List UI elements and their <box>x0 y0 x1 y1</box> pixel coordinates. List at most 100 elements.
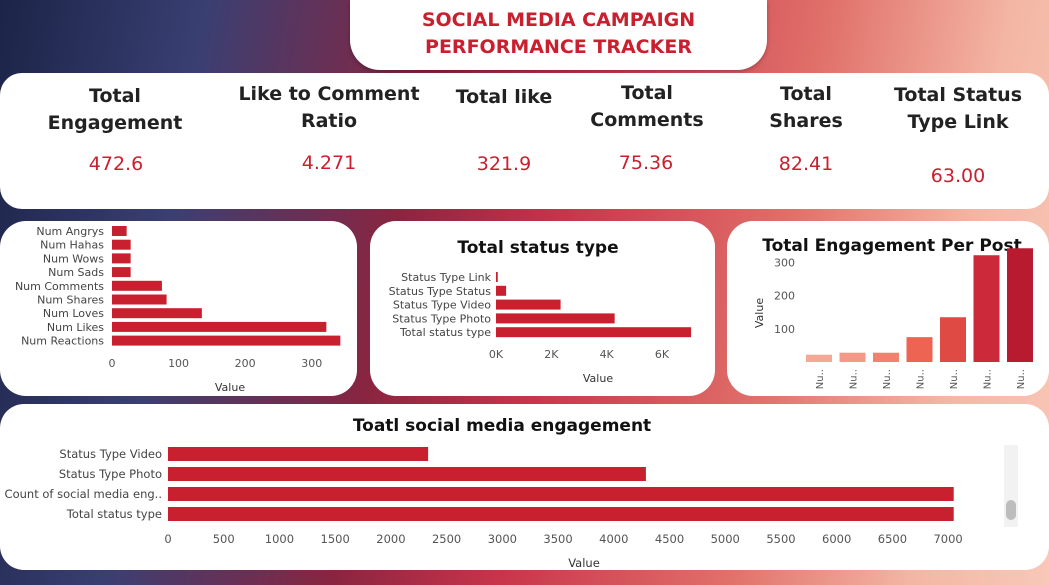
bar <box>112 280 162 291</box>
social-engagement-bar-chart: Toatl social media engagement Status Typ… <box>5 416 963 570</box>
bar <box>168 447 429 461</box>
x-tick-label: 1500 <box>321 532 350 546</box>
kpi-value: 472.6 <box>88 153 144 175</box>
bar <box>496 313 615 324</box>
dashboard-title-box: SOCIAL MEDIA CAMPAIGN PERFORMANCE TRACKE… <box>350 0 767 70</box>
bar <box>168 467 646 481</box>
chart-title: Toatl social media engagement <box>353 416 651 436</box>
kpi-value: 321.9 <box>476 153 532 175</box>
kpi-total-shares: Total Shares <box>740 81 872 135</box>
x-tick-label: 4000 <box>599 532 628 546</box>
bar <box>496 285 507 296</box>
x-tick-label: Nu.. <box>1016 369 1027 389</box>
x-tick-label: Nu.. <box>983 369 994 389</box>
column-bar <box>1007 248 1033 362</box>
chart-scroll-thumb[interactable] <box>1006 500 1016 520</box>
x-tick-label: 2000 <box>376 532 405 546</box>
category-label: Count of social media eng.. <box>5 487 162 501</box>
x-tick-label: 0K <box>489 348 504 361</box>
x-tick-label: Nu.. <box>849 369 860 389</box>
x-axis-label: Value <box>215 381 245 394</box>
x-tick-label: 6000 <box>822 532 851 546</box>
kpi-value: 4.271 <box>301 152 357 174</box>
kpi-total-status-type-link: Total Status Type Link <box>884 82 1032 136</box>
engagement-per-post-chart-card: Total Engagement Per Post 100 200 300 Value… <box>727 221 1049 396</box>
category-label: Num Shares <box>37 294 104 307</box>
column-bar <box>973 255 1000 362</box>
bar <box>496 299 561 310</box>
category-label: Num Likes <box>47 321 104 334</box>
bar <box>112 335 341 346</box>
category-label: Status Type Photo <box>59 467 162 481</box>
column-bar <box>839 352 866 362</box>
x-tick-label: 6K <box>655 348 670 361</box>
category-label: Status Type Video <box>393 299 491 312</box>
category-label: Num Comments <box>15 280 104 293</box>
bar <box>112 321 327 332</box>
x-tick-label: 500 <box>213 532 235 546</box>
status-type-bar-chart: Total status type Status Type LinkStatus… <box>389 238 692 385</box>
x-tick-label: 4K <box>600 348 615 361</box>
x-tick-label: 0 <box>109 357 116 370</box>
x-tick-label: 5500 <box>766 532 795 546</box>
column-bar <box>873 352 899 362</box>
x-tick-label: 6500 <box>878 532 907 546</box>
y-tick-label: 200 <box>774 290 795 303</box>
kpi-total-engagement: Total Engagement <box>20 83 210 137</box>
x-tick-label: Nu.. <box>916 369 927 389</box>
x-tick-label: 5000 <box>711 532 740 546</box>
kpi-value: 63.00 <box>930 165 986 187</box>
bar <box>112 253 131 264</box>
bar <box>112 239 131 250</box>
category-label: Total status type <box>66 507 162 521</box>
kpi-total-like: Total like <box>450 84 558 111</box>
status-type-chart-card: Total status type Status Type Link Status… <box>370 221 715 396</box>
category-label: Num Wows <box>43 252 104 265</box>
x-tick-label: Nu.. <box>815 369 826 389</box>
x-tick-label: 4500 <box>655 532 684 546</box>
column-bar <box>806 354 832 362</box>
kpi-label: Like to Comment Ratio <box>238 83 420 132</box>
y-tick-label: 100 <box>774 323 795 336</box>
column-bar <box>940 317 966 362</box>
kpi-value: 82.41 <box>778 153 834 175</box>
bar <box>168 507 954 521</box>
reactions-chart-card: Num Angrys Num Hahas Num Wows Num Sads Num C… <box>0 221 357 396</box>
kpi-label: Total Comments <box>590 82 704 131</box>
chart-title: Total status type <box>457 238 618 258</box>
kpi-total-comments: Total Comments <box>564 80 730 134</box>
x-tick-label: 3500 <box>543 532 572 546</box>
kpi-like-comment-ratio: Like to Comment Ratio <box>216 81 442 135</box>
x-tick-label: 100 <box>168 357 189 370</box>
dashboard-title-line1: SOCIAL MEDIA CAMPAIGN <box>421 9 696 31</box>
kpi-label: Total Shares <box>769 83 843 132</box>
x-tick-label: 3000 <box>488 532 517 546</box>
bar <box>496 272 498 282</box>
dashboard-title-line2: PERFORMANCE TRACKER <box>425 36 692 58</box>
category-label: Num Loves <box>43 307 104 320</box>
chart-title: Total Engagement Per Post <box>762 236 1021 256</box>
kpi-label: Total Engagement <box>47 85 183 134</box>
bar <box>112 267 131 278</box>
x-tick-label: 2500 <box>432 532 461 546</box>
kpi-panel: Total Engagement 472.6 Like to Comment R… <box>0 73 1049 209</box>
category-label: Num Angrys <box>36 225 104 238</box>
bar <box>112 294 167 305</box>
social-engagement-chart-card: Toatl social media engagement Status Typ… <box>0 404 1049 570</box>
kpi-label: Type Link <box>907 111 1009 133</box>
bar <box>112 226 127 236</box>
y-axis-label: Value <box>753 298 766 328</box>
x-tick-label: 2K <box>544 348 559 361</box>
category-label: Status Type Video <box>59 447 162 461</box>
x-tick-label: Nu.. <box>949 369 960 389</box>
category-label: Num Hahas <box>40 239 104 252</box>
category-label: Status Type Photo <box>392 312 491 325</box>
bar <box>496 327 692 338</box>
kpi-value: 75.36 <box>618 152 674 174</box>
x-tick-label: 300 <box>301 357 322 370</box>
category-label: Status Type Status <box>389 285 492 298</box>
kpi-label: Total Status <box>893 84 1023 106</box>
x-axis-label: Value <box>568 556 600 570</box>
x-tick-label: 200 <box>235 357 256 370</box>
column-bar <box>906 337 933 362</box>
